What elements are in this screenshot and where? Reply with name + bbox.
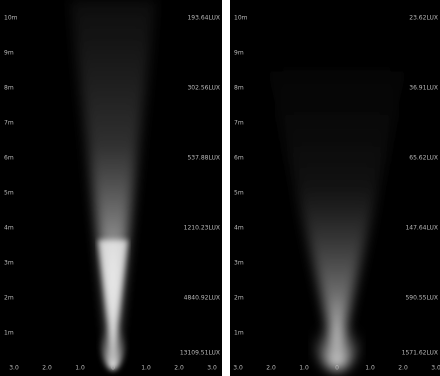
- distance-label: 1m: [4, 330, 14, 337]
- distance-label: 2m: [4, 295, 14, 302]
- lux-label: 1210.23LUX: [184, 225, 220, 232]
- x-label: 3.0: [207, 365, 217, 372]
- x-label: 2.0: [174, 365, 184, 372]
- x-label: 3.0: [431, 365, 440, 372]
- x-label: 3.0: [233, 365, 243, 372]
- distance-label: 10m: [4, 15, 18, 22]
- x-label: 2.0: [42, 365, 52, 372]
- x-label: 0: [335, 365, 339, 372]
- distance-label: 4m: [234, 225, 244, 232]
- distance-label: 8m: [234, 85, 244, 92]
- distance-label: 9m: [4, 50, 14, 57]
- x-label: 2.0: [398, 365, 408, 372]
- x-label: 1.0: [365, 365, 375, 372]
- distance-label: 7m: [234, 120, 244, 127]
- lux-label: 4840.92LUX: [184, 295, 220, 302]
- x-label: 1.0: [75, 365, 85, 372]
- lux-label: 13109.51LUX: [180, 350, 220, 357]
- distance-label: 5m: [4, 190, 14, 197]
- distance-label: 9m: [234, 50, 244, 57]
- lux-label: 36.91LUX: [409, 85, 438, 92]
- distance-label: 1m: [234, 330, 244, 337]
- beam: [260, 40, 414, 370]
- x-label: 3.0: [9, 365, 19, 372]
- lux-label: 1571.62LUX: [402, 350, 438, 357]
- lux-label: 302.56LUX: [187, 85, 220, 92]
- distance-label: 10m: [234, 15, 248, 22]
- distance-label: 7m: [4, 120, 14, 127]
- distance-label: 5m: [234, 190, 244, 197]
- distance-label: 6m: [4, 155, 14, 162]
- lux-label: 147.64LUX: [405, 225, 438, 232]
- x-label: 1.0: [299, 365, 309, 372]
- distance-label: 6m: [234, 155, 244, 162]
- lux-label: 590.55LUX: [405, 295, 438, 302]
- beam: [70, 0, 156, 370]
- distance-label: 4m: [4, 225, 14, 232]
- distance-label: 3m: [4, 260, 14, 267]
- x-label: 0: [111, 365, 115, 372]
- distance-label: 3m: [234, 260, 244, 267]
- distance-label: 8m: [4, 85, 14, 92]
- distance-label: 2m: [234, 295, 244, 302]
- lux-label: 537.88LUX: [187, 155, 220, 162]
- lux-label: 193.64LUX: [187, 15, 220, 22]
- lux-label: 65.62LUX: [409, 155, 438, 162]
- lux-label: 23.62LUX: [409, 15, 438, 22]
- x-label: 2.0: [266, 365, 276, 372]
- x-label: 1.0: [141, 365, 151, 372]
